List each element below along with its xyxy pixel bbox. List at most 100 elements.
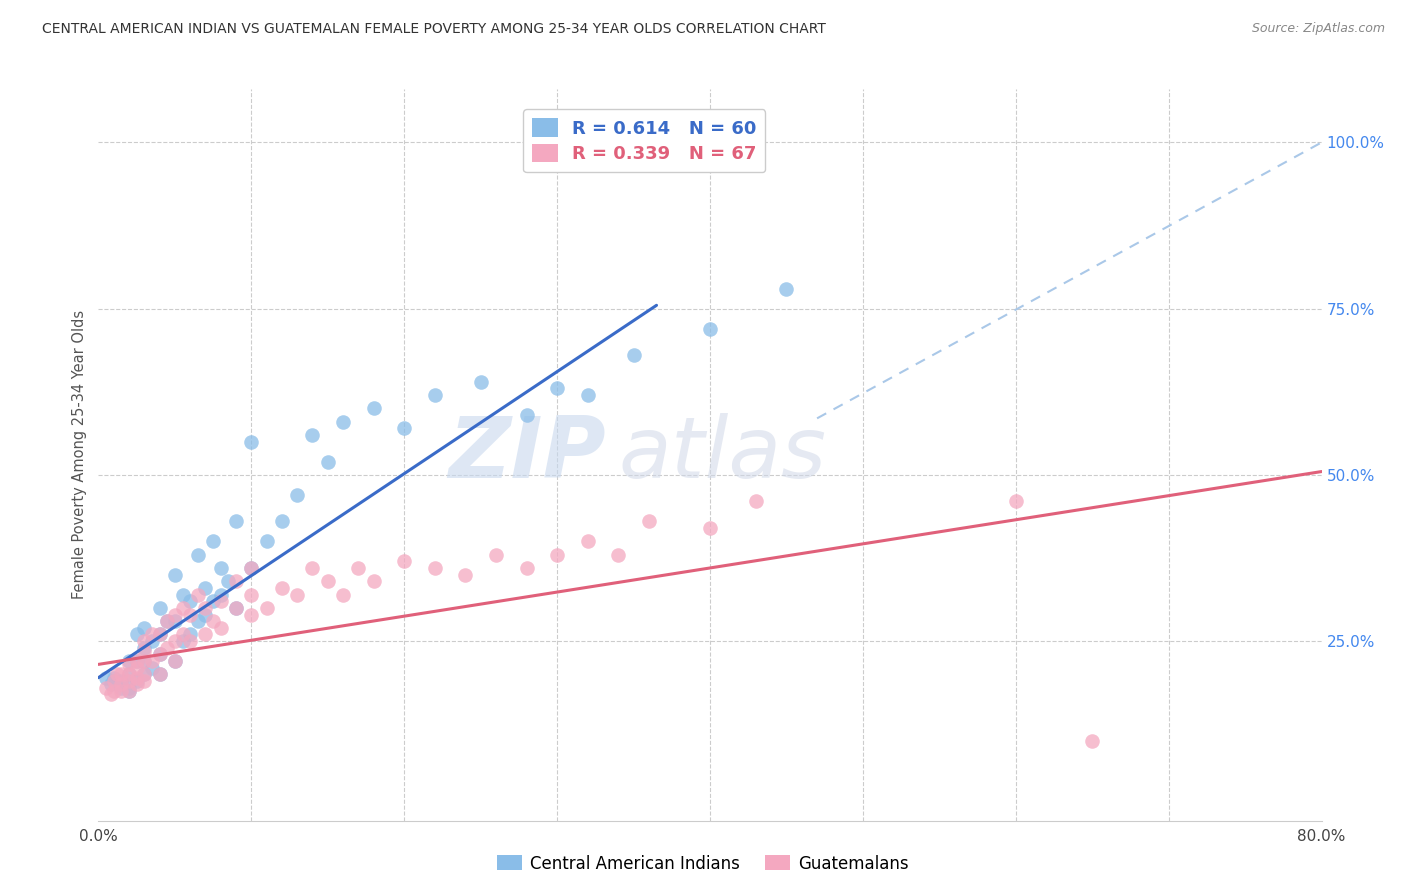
Point — [316, 454, 339, 468]
Point — [699, 321, 721, 335]
Point — [94, 671, 117, 685]
Point — [363, 401, 385, 416]
Point — [118, 684, 141, 698]
Point — [240, 434, 263, 449]
Point — [775, 282, 797, 296]
Point — [94, 681, 117, 695]
Point — [546, 548, 568, 562]
Point — [163, 654, 186, 668]
Point — [485, 548, 508, 562]
Point — [179, 634, 201, 648]
Point — [225, 600, 247, 615]
Point — [163, 607, 186, 622]
Point — [179, 594, 201, 608]
Point — [194, 627, 217, 641]
Point — [470, 375, 492, 389]
Text: atlas: atlas — [619, 413, 827, 497]
Point — [156, 640, 179, 655]
Point — [516, 408, 538, 422]
Point — [301, 561, 323, 575]
Point — [134, 621, 156, 635]
Point — [347, 561, 370, 575]
Point — [163, 654, 186, 668]
Point — [163, 614, 186, 628]
Point — [149, 667, 172, 681]
Point — [103, 673, 125, 688]
Point — [172, 634, 194, 648]
Point — [576, 388, 599, 402]
Point — [110, 684, 132, 698]
Point — [202, 594, 225, 608]
Point — [134, 673, 156, 688]
Point — [103, 673, 125, 688]
Point — [118, 654, 141, 668]
Y-axis label: Female Poverty Among 25-34 Year Olds: Female Poverty Among 25-34 Year Olds — [72, 310, 87, 599]
Point — [118, 673, 141, 688]
Point — [149, 648, 172, 662]
Point — [110, 677, 132, 691]
Point — [125, 671, 148, 685]
Point — [240, 561, 263, 575]
Point — [100, 677, 122, 691]
Point — [141, 634, 163, 648]
Point — [363, 574, 385, 589]
Point — [202, 534, 225, 549]
Point — [103, 671, 125, 685]
Point — [202, 614, 225, 628]
Point — [332, 588, 354, 602]
Point — [209, 588, 232, 602]
Point — [209, 594, 232, 608]
Point — [607, 548, 630, 562]
Point — [156, 614, 179, 628]
Point — [125, 654, 148, 668]
Point — [699, 521, 721, 535]
Point — [392, 421, 416, 435]
Point — [1004, 494, 1026, 508]
Point — [172, 600, 194, 615]
Point — [149, 600, 172, 615]
Point — [163, 567, 186, 582]
Point — [423, 388, 446, 402]
Point — [105, 667, 128, 681]
Text: ZIP: ZIP — [449, 413, 606, 497]
Point — [118, 667, 141, 681]
Point — [285, 588, 308, 602]
Point — [125, 677, 148, 691]
Point — [100, 687, 122, 701]
Point — [149, 627, 172, 641]
Legend: Central American Indians, Guatemalans: Central American Indians, Guatemalans — [491, 848, 915, 880]
Point — [134, 667, 156, 681]
Point — [225, 515, 247, 529]
Point — [103, 684, 125, 698]
Point — [134, 640, 156, 655]
Point — [240, 607, 263, 622]
Point — [125, 673, 148, 688]
Point — [316, 574, 339, 589]
Point — [225, 574, 247, 589]
Legend: R = 0.614   N = 60, R = 0.339   N = 67: R = 0.614 N = 60, R = 0.339 N = 67 — [523, 109, 765, 172]
Point — [194, 581, 217, 595]
Point — [392, 554, 416, 568]
Point — [209, 621, 232, 635]
Point — [134, 634, 156, 648]
Point — [209, 561, 232, 575]
Point — [179, 607, 201, 622]
Point — [141, 627, 163, 641]
Text: CENTRAL AMERICAN INDIAN VS GUATEMALAN FEMALE POVERTY AMONG 25-34 YEAR OLDS CORRE: CENTRAL AMERICAN INDIAN VS GUATEMALAN FE… — [42, 22, 827, 37]
Point — [125, 661, 148, 675]
Point — [118, 667, 141, 681]
Point — [141, 654, 163, 668]
Point — [285, 488, 308, 502]
Point — [187, 548, 209, 562]
Point — [125, 627, 148, 641]
Point — [163, 634, 186, 648]
Point — [576, 534, 599, 549]
Point — [118, 681, 141, 695]
Point — [240, 588, 263, 602]
Point — [110, 667, 132, 681]
Point — [194, 607, 217, 622]
Point — [270, 581, 292, 595]
Point — [118, 684, 141, 698]
Point — [270, 515, 292, 529]
Point — [179, 627, 201, 641]
